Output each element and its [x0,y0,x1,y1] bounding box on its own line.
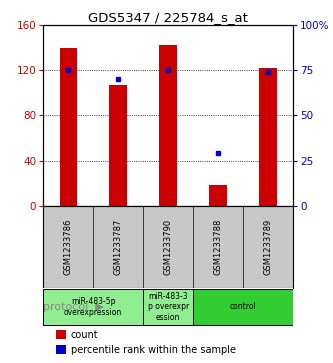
Text: control: control [230,302,256,311]
Bar [43,289,143,325]
Text: GSM1233790: GSM1233790 [164,219,173,275]
Text: count: count [71,330,98,340]
Text: GSM1233789: GSM1233789 [263,219,273,275]
Bar [56,330,66,339]
Bar [110,85,127,205]
Text: GSM1233786: GSM1233786 [64,219,73,275]
Bar [193,289,293,325]
Bar [56,345,66,354]
Text: GSM1233787: GSM1233787 [114,219,123,275]
Bar [209,185,227,205]
Bar [160,45,177,205]
Text: protocol  ▶: protocol ▶ [43,302,104,312]
Text: miR-483-3
p overexpr
ession: miR-483-3 p overexpr ession [148,292,189,322]
Bar [259,68,277,205]
Title: GDS5347 / 225784_s_at: GDS5347 / 225784_s_at [88,11,248,24]
Bar [143,289,193,325]
Bar [60,48,77,205]
Text: miR-483-5p
overexpression: miR-483-5p overexpression [64,297,122,317]
Text: GSM1233788: GSM1233788 [213,219,223,275]
Text: percentile rank within the sample: percentile rank within the sample [71,345,236,355]
